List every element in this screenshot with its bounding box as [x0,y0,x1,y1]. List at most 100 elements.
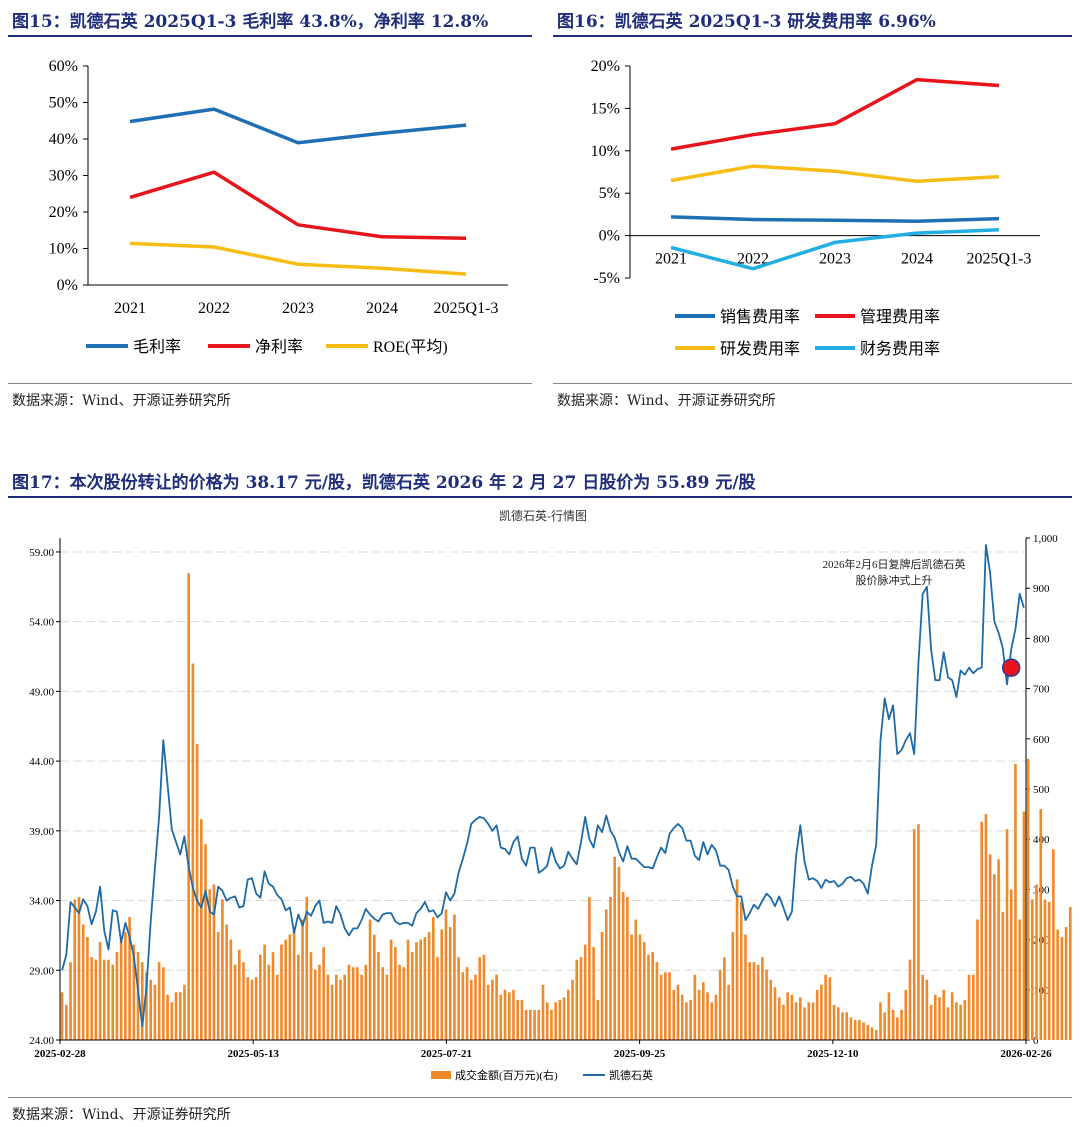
y-left-tick-label: 44.00 [29,756,54,768]
turnover-bar [351,967,355,1040]
x-tick-label: 2025Q1-3 [967,251,1032,268]
turnover-bar [571,979,574,1040]
turnover-bar [617,866,621,1040]
turnover-bar [1026,758,1030,1040]
turnover-bar [769,979,773,1040]
turnover-bar [259,954,262,1040]
turnover-bar [946,1007,950,1040]
y-tick-label: 50% [49,95,78,112]
turnover-bar [592,947,595,1040]
turnover-bar [917,824,920,1040]
turnover-bar [815,989,819,1040]
turnover-bar [347,964,351,1040]
turnover-bar [153,984,157,1040]
series-line [129,170,467,241]
turnover-bar [883,1012,886,1040]
resumption-marker [1001,658,1021,677]
turnover-bar [685,1002,688,1040]
turnover-bar [1047,901,1051,1040]
turnover-bar [212,884,216,1040]
turnover-bar [90,957,93,1040]
turnover-bar [600,932,604,1040]
x-tick-label: 2022 [198,300,230,317]
turnover-bar [794,1002,798,1040]
turnover-bar [841,1012,844,1040]
turnover-bar [849,1017,853,1040]
series-line [670,215,1000,223]
turnover-bar [343,974,347,1040]
turnover-bar [233,964,237,1040]
figure-15-source: 数据来源：Wind、开源证券研究所 [12,393,231,409]
turnover-bar [575,959,579,1040]
turnover-bar [891,1009,895,1040]
turnover-bar [318,964,321,1040]
x-tick-label: 2023 [282,300,314,317]
turnover-bar [1056,929,1059,1040]
turnover-bar [267,964,271,1040]
y-left-tick-label: 59.00 [29,547,54,559]
series-line [670,164,1000,184]
turnover-bar [250,979,254,1040]
y-right-tick-label: 0 [1033,1035,1039,1047]
turnover-bar [896,1017,899,1040]
turnover-bar [398,964,401,1040]
turnover-bar [128,917,131,1040]
turnover-bar [174,992,178,1040]
turnover-bar [799,997,802,1040]
y-right-tick-label: 500 [1033,784,1050,796]
turnover-bar [1005,829,1009,1040]
turnover-bar [820,984,823,1040]
turnover-bar [457,957,460,1040]
turnover-bar [102,959,106,1040]
turnover-bar [301,919,304,1040]
turnover-bar [1031,899,1034,1040]
turnover-bar [874,1029,878,1040]
y-right-tick-label: 600 [1033,734,1050,746]
turnover-bar [862,1022,865,1040]
turnover-bar [676,984,680,1040]
turnover-bar [491,979,494,1040]
turnover-bar [1001,911,1005,1040]
turnover-bar [440,929,444,1040]
turnover-bar [474,974,477,1040]
turnover-bar [558,999,562,1040]
turnover-bar [423,937,427,1040]
turnover-bar [465,967,469,1040]
turnover-bar [1022,811,1026,1040]
turnover-bar [870,1027,874,1040]
turnover-bar [313,969,317,1040]
turnover-bar [326,974,330,1040]
turnover-bar [119,939,123,1040]
turnover-bar [187,573,190,1040]
figure-17-source: 数据来源：Wind、开源证券研究所 [12,1107,231,1123]
turnover-bar [858,1019,861,1040]
turnover-bar [115,952,119,1040]
series-line [670,77,1000,151]
y-tick-label: 20% [49,204,78,221]
turnover-bar [275,974,279,1040]
turnover-bar [297,954,300,1040]
turnover-bar [394,947,397,1040]
turnover-bar [596,999,600,1040]
turnover-bar [166,994,169,1040]
turnover-bar [495,974,498,1040]
turnover-bar [950,992,954,1040]
turnover-bar [971,974,975,1040]
turnover-bar [541,984,545,1040]
turnover-bar [980,821,984,1040]
turnover-bar [1009,889,1013,1040]
turnover-bar [723,957,726,1040]
turnover-bar [204,844,207,1040]
turnover-bar [993,874,996,1040]
turnover-bar [81,924,85,1040]
legend-label: 销售费用率 [720,308,800,326]
turnover-bar [330,984,334,1040]
turnover-bar [436,957,439,1040]
turnover-bar [149,979,153,1040]
turnover-bar [811,1002,815,1040]
turnover-bar [406,939,410,1040]
x-tick-label: 2021 [655,251,687,268]
turnover-bar [1043,899,1047,1040]
turnover-bar [836,1007,840,1040]
figure-15-top-rule [8,35,532,37]
